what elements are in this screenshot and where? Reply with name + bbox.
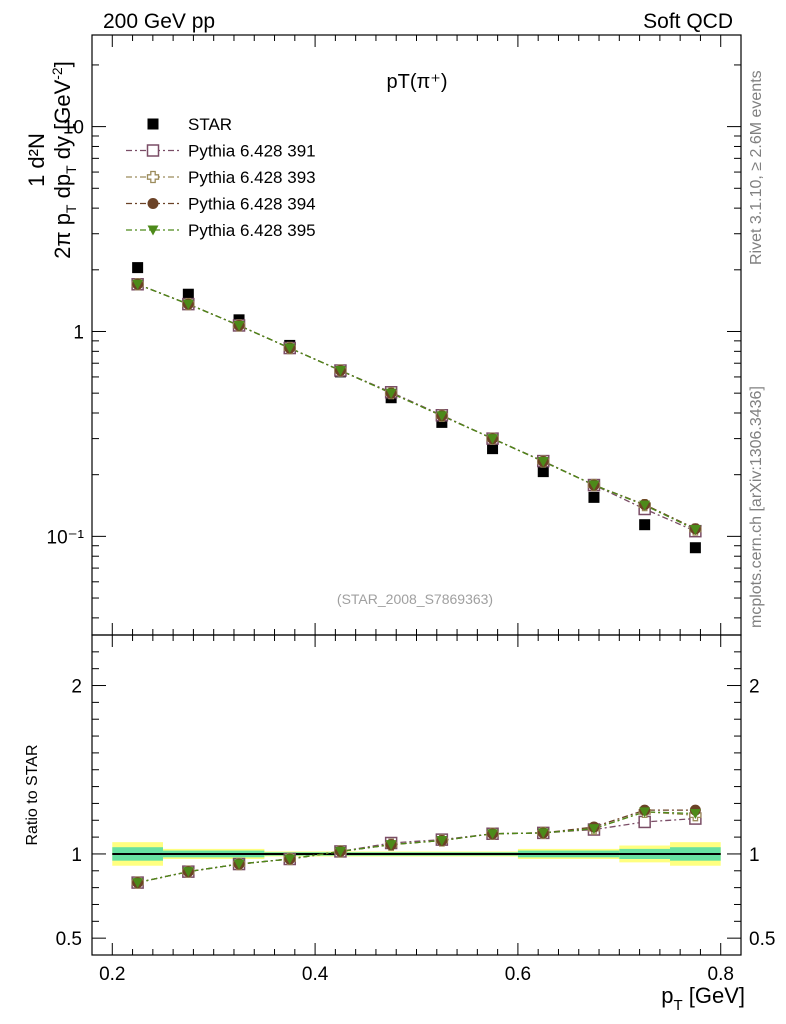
- data-point: [537, 456, 549, 467]
- legend-marker: [147, 225, 159, 236]
- data-point: [588, 480, 600, 491]
- x-axis-label: pT [GeV]: [661, 983, 745, 1014]
- main-ylabel: 1d²N 2π pT dpT dy [GeV-2]: [24, 61, 79, 259]
- ratio-data-point: [334, 846, 346, 857]
- analysis-annotation: (STAR_2008_S7869363): [337, 591, 493, 607]
- legend-label: Pythia 6.428 391: [188, 142, 316, 161]
- legend: STAR Pythia 6.428 391 Pythia 6.428 393 Pyth…: [126, 115, 316, 240]
- data-point: [385, 388, 397, 399]
- x-tick-label: 0.6: [505, 964, 531, 985]
- side-text-bottom: mcplots.cern.ch [arXiv:1306.3436]: [748, 386, 765, 628]
- header-right: Soft QCD: [643, 10, 733, 33]
- ratio-data-point: [537, 828, 549, 839]
- chart-title: pT(π⁺): [386, 71, 447, 93]
- legend-label: Pythia 6.428 394: [188, 195, 316, 214]
- series-line: [137, 283, 696, 531]
- data-point: [182, 288, 194, 300]
- x-tick-label: 0.8: [708, 964, 734, 985]
- ratio-series-line: [137, 811, 696, 884]
- data-point: [182, 299, 194, 310]
- series-line: [137, 283, 696, 531]
- ratio-y-tick-label-right: 0.5: [749, 929, 775, 950]
- main-panel: 10⁻¹ 1 10: [47, 34, 742, 636]
- series-line: [137, 283, 696, 532]
- main-ylabel-text: 1d²N: [24, 133, 49, 187]
- ratio-data-point: [132, 878, 144, 889]
- ratio-data-point: [385, 840, 397, 851]
- data-point: [588, 491, 600, 503]
- x-tick-label: 0.4: [302, 964, 329, 985]
- data-point: [639, 500, 651, 511]
- ratio-series-line: [137, 809, 696, 884]
- data-point: [487, 434, 499, 445]
- side-text-top: Rivet 3.1.10, ≥ 2.6M events: [748, 70, 765, 265]
- ratio-y-tick-label-right: 2: [749, 677, 760, 698]
- x-tick-label: 0.2: [99, 964, 125, 985]
- data-point: [436, 411, 448, 422]
- data-point: [639, 519, 651, 531]
- data-point: [132, 279, 144, 290]
- ratio-data-point: [284, 854, 296, 865]
- ratio-data-point: [689, 809, 701, 820]
- legend-label: Pythia 6.428 395: [188, 221, 316, 240]
- ratio-data-point: [588, 824, 600, 835]
- ratio-y-tick-label: 2: [71, 677, 82, 698]
- series-line: [137, 283, 696, 530]
- ratio-data-point: [639, 807, 651, 818]
- legend-marker: [146, 144, 160, 157]
- main-ylabel-denominator: 2π pT dpT dy [GeV-2]: [49, 61, 79, 259]
- y-tick-label: 10⁻¹: [47, 527, 85, 548]
- ratio-data-point: [487, 829, 499, 840]
- ratio-data-point: [182, 867, 194, 878]
- header-left: 200 GeV pp: [103, 10, 215, 33]
- data-point: [689, 525, 701, 536]
- ratio-data-point: [638, 815, 651, 829]
- ratio-frame: [91, 634, 742, 956]
- ratio-y-tick-label: 0.5: [56, 929, 82, 950]
- data-point: [334, 365, 346, 376]
- data-point: [233, 320, 245, 331]
- y-tick-label: 10: [63, 118, 84, 139]
- ratio-data-point: [233, 859, 245, 870]
- legend-marker: [147, 198, 159, 209]
- ratio-ylabel: Ratio to STAR: [24, 744, 41, 845]
- legend-label: Pythia 6.428 393: [188, 168, 316, 187]
- legend-marker: [146, 170, 160, 184]
- data-point: [537, 466, 549, 478]
- chart-title-text: pT(π⁺): [386, 71, 447, 93]
- ratio-data-point: [436, 835, 448, 846]
- legend-label: STAR: [188, 115, 232, 134]
- data-point: [689, 542, 701, 554]
- data-point: [487, 443, 499, 455]
- ratio-y-tick-label-right: 1: [749, 845, 760, 866]
- data-point: [132, 262, 144, 274]
- ratio-panel: 0.2 0.4 0.6 0.8 0.5 0.5 1 1 2 2: [56, 35, 775, 985]
- data-point: [284, 343, 296, 354]
- legend-marker: [147, 118, 159, 130]
- y-tick-label: 1: [73, 322, 84, 343]
- ratio-y-tick-label: 1: [71, 845, 82, 866]
- data-point: [436, 416, 448, 428]
